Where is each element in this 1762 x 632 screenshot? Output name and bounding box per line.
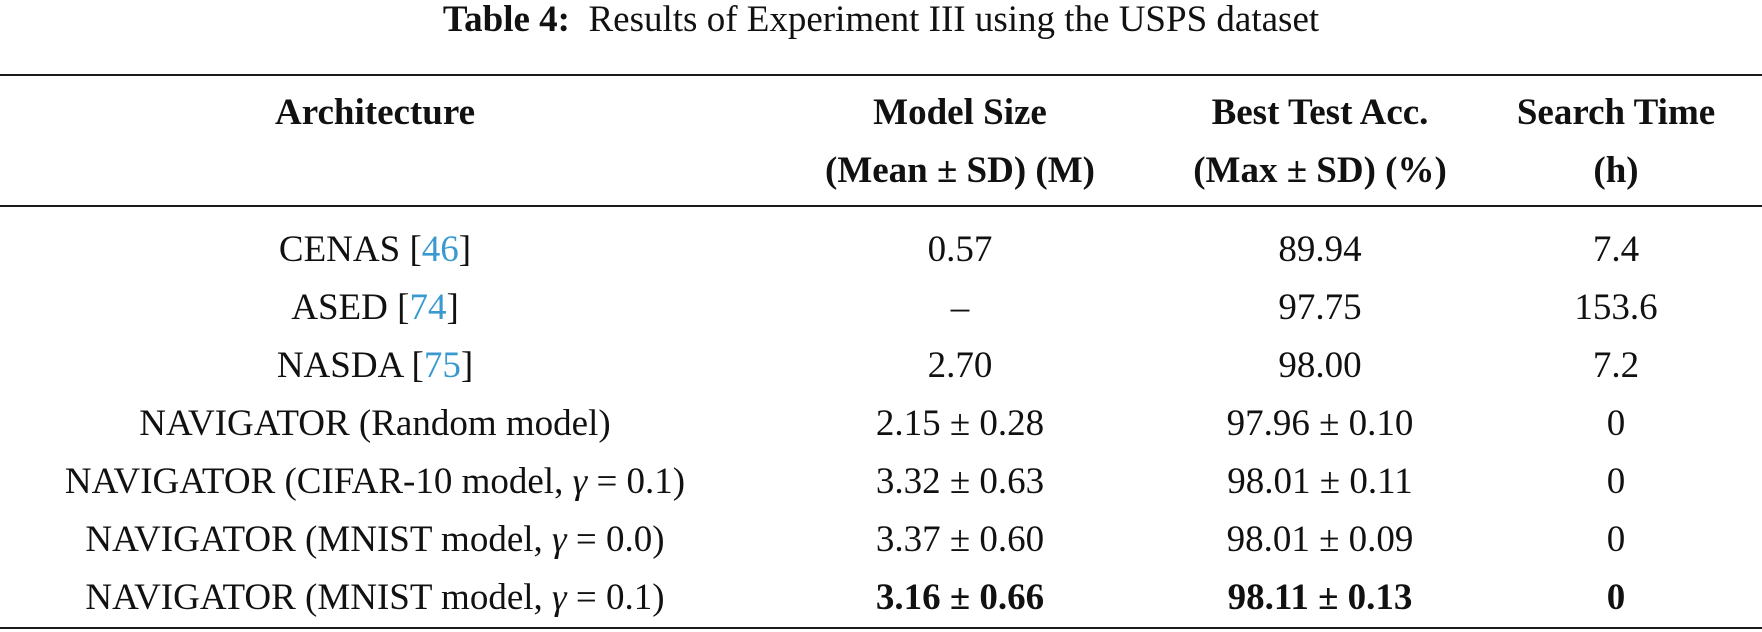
model-size-cell: 3.37 ± 0.60 (875, 519, 1045, 560)
citation-link[interactable]: 74 (409, 287, 447, 328)
model-size-cell: – (950, 287, 970, 328)
model-size-cell-best: 3.16 ± 0.66 (875, 577, 1045, 618)
table-row: NASDA [75] 2.70 98.00 7.2 (0, 337, 1762, 395)
table-caption-label: Table 4: (442, 0, 570, 40)
table-row: ASED [74] – 97.75 153.6 (0, 279, 1762, 337)
best-acc-cell: 98.00 (1278, 345, 1362, 386)
gamma-symbol: γ (572, 461, 588, 502)
best-acc-cell: 98.01 ± 0.11 (1227, 461, 1413, 502)
table-row: NAVIGATOR (CIFAR-10 model, γ = 0.1) 3.32… (0, 453, 1762, 511)
header-search-time: Search Time (h) (1516, 92, 1716, 191)
search-time-cell: 7.2 (1592, 345, 1640, 386)
architecture-cell: NAVIGATOR (MNIST model, γ = 0.1) (85, 577, 665, 618)
architecture-cell: NAVIGATOR (Random model) (139, 403, 611, 444)
table-top-rule (0, 74, 1762, 76)
gamma-symbol: γ (552, 519, 567, 560)
best-acc-cell: 89.94 (1278, 229, 1362, 270)
architecture-cell: CENAS [46] (278, 229, 472, 270)
architecture-cell: NASDA [75] (276, 345, 474, 386)
best-acc-cell: 97.75 (1278, 287, 1362, 328)
model-size-cell: 2.15 ± 0.28 (875, 403, 1045, 444)
best-acc-cell: 97.96 ± 0.10 (1226, 403, 1414, 444)
architecture-cell: ASED [74] (291, 287, 459, 328)
search-time-cell: 153.6 (1574, 287, 1658, 328)
citation-link[interactable]: 75 (423, 345, 461, 386)
model-size-cell: 0.57 (927, 229, 993, 270)
table-row: NAVIGATOR (Random model) 2.15 ± 0.28 97.… (0, 395, 1762, 453)
search-time-cell: 0 (1606, 461, 1626, 502)
architecture-cell: NAVIGATOR (CIFAR-10 model, γ = 0.1) (64, 461, 686, 502)
citation-link[interactable]: 46 (421, 229, 459, 270)
search-time-cell: 7.4 (1592, 229, 1640, 270)
header-model-size: Model Size (Mean ± SD) (M) (825, 92, 1095, 191)
gamma-symbol: γ (552, 577, 567, 618)
best-acc-cell: 98.01 ± 0.09 (1226, 519, 1414, 560)
table-caption-text: Results of Experiment III using the USPS… (588, 0, 1320, 40)
table-row: NAVIGATOR (MNIST model, γ = 0.0) 3.37 ± … (0, 511, 1762, 569)
architecture-cell: NAVIGATOR (MNIST model, γ = 0.0) (85, 519, 665, 560)
table-row-best: NAVIGATOR (MNIST model, γ = 0.1) 3.16 ± … (0, 569, 1762, 627)
model-size-cell: 3.32 ± 0.63 (875, 461, 1045, 502)
table-header-rule (0, 205, 1762, 207)
best-acc-cell-best: 98.11 ± 0.13 (1227, 577, 1413, 618)
search-time-cell: 0 (1606, 519, 1626, 560)
model-size-cell: 2.70 (927, 345, 993, 386)
header-best-test-acc: Best Test Acc. (Max ± SD) (%) (1193, 92, 1447, 191)
table-bottom-rule (0, 627, 1762, 629)
results-table: Architecture Model Size (Mean ± SD) (M) … (0, 84, 1762, 627)
table-caption: Table 4: Results of Experiment III using… (0, 0, 1762, 40)
header-architecture: Architecture (275, 92, 475, 133)
table-row: CENAS [46] 0.57 89.94 7.4 (0, 205, 1762, 279)
search-time-cell-best: 0 (1606, 577, 1626, 618)
header-row: Architecture Model Size (Mean ± SD) (M) … (0, 84, 1762, 205)
search-time-cell: 0 (1606, 403, 1626, 444)
